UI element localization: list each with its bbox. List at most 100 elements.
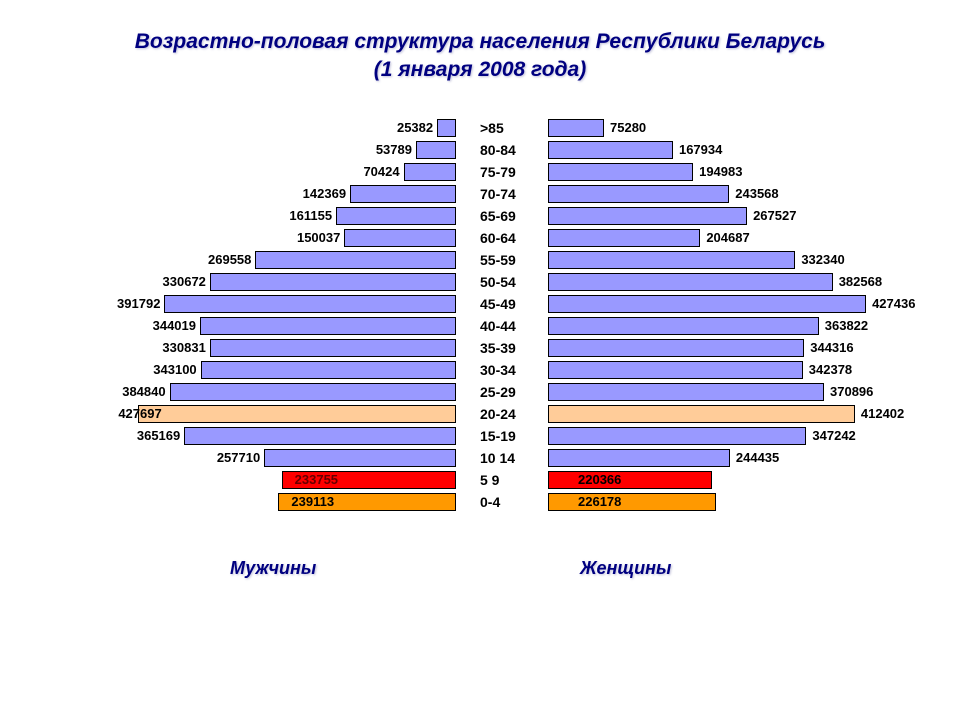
age-label: 40-44 xyxy=(480,318,544,334)
female-bar xyxy=(548,427,806,445)
pyramid-row: 0-4239113226178 xyxy=(0,492,960,514)
title-line-2: (1 января 2008 года) xyxy=(374,58,586,81)
female-value: 412402 xyxy=(861,406,904,421)
male-value: 330831 xyxy=(162,340,205,355)
pyramid-row: 80-84 53789 167934 xyxy=(0,140,960,162)
female-value: 220366 xyxy=(578,472,621,487)
male-bar xyxy=(210,273,456,291)
female-bar xyxy=(548,361,803,379)
pyramid-row: 30-34343100342378 xyxy=(0,360,960,382)
female-bar xyxy=(548,251,795,269)
female-bar xyxy=(548,141,673,159)
age-label: 0-4 xyxy=(480,494,544,510)
male-value: 161155 xyxy=(289,208,332,223)
male-value: 150037 xyxy=(297,230,340,245)
age-label: 50-54 xyxy=(480,274,544,290)
female-bar xyxy=(548,339,804,357)
female-value: 194983 xyxy=(699,164,742,179)
legend-male: Мужчины xyxy=(230,558,316,579)
male-value: 70424 xyxy=(363,164,399,179)
age-label: 5 9 xyxy=(480,472,544,488)
male-bar xyxy=(184,427,456,445)
male-value: 142369 xyxy=(303,186,346,201)
male-bar xyxy=(255,251,456,269)
age-label: 35-39 xyxy=(480,340,544,356)
age-label: 10 14 xyxy=(480,450,544,466)
male-value: 257710 xyxy=(217,450,260,465)
female-value: 332340 xyxy=(801,252,844,267)
pyramid-row: 40-44 344019 363822 xyxy=(0,316,960,338)
male-value: 25382 xyxy=(397,120,433,135)
male-bar xyxy=(437,119,456,137)
female-bar xyxy=(548,493,716,511)
female-value: 382568 xyxy=(839,274,882,289)
female-value: 427436 xyxy=(872,296,915,311)
female-value: 243568 xyxy=(735,186,778,201)
female-bar xyxy=(548,119,604,137)
male-bar xyxy=(344,229,456,247)
pyramid-row: 70-74 142369 243568 xyxy=(0,184,960,206)
female-value: 267527 xyxy=(753,208,796,223)
female-bar xyxy=(548,383,824,401)
pyramid-row: 25-29 384840 370896 xyxy=(0,382,960,404)
female-bar xyxy=(548,405,855,423)
age-label: 65-69 xyxy=(480,208,544,224)
pyramid-row: 75-79 70424 194983 xyxy=(0,162,960,184)
age-label: 15-19 xyxy=(480,428,544,444)
female-bar xyxy=(548,163,693,181)
male-bar xyxy=(201,361,456,379)
population-pyramid: >85 25382 75280 80-84 53789 167934 75-79 70424 1… xyxy=(0,118,960,514)
male-bar xyxy=(264,449,456,467)
female-bar xyxy=(548,295,866,313)
male-value: 344019 xyxy=(153,318,196,333)
male-bar xyxy=(416,141,456,159)
pyramid-row: 35-39 330831 344316 xyxy=(0,338,960,360)
pyramid-row: >85 25382 75280 xyxy=(0,118,960,140)
age-label: 30-34 xyxy=(480,362,544,378)
legend-female: Женщины xyxy=(580,558,671,579)
female-bar xyxy=(548,471,712,489)
age-label: 80-84 xyxy=(480,142,544,158)
female-bar xyxy=(548,207,747,225)
female-value: 344316 xyxy=(810,340,853,355)
male-value: 53789 xyxy=(376,142,412,157)
female-bar xyxy=(548,449,730,467)
female-bar xyxy=(548,229,700,247)
male-bar xyxy=(164,295,456,313)
age-label: 25-29 xyxy=(480,384,544,400)
pyramid-row: 20-24427697412402 xyxy=(0,404,960,426)
pyramid-row: 15-19 365169 347242 xyxy=(0,426,960,448)
male-bar xyxy=(404,163,456,181)
male-value: 330672 xyxy=(163,274,206,289)
male-bar xyxy=(138,405,456,423)
female-value: 370896 xyxy=(830,384,873,399)
male-bar xyxy=(350,185,456,203)
pyramid-row: 60-64 150037 204687 xyxy=(0,228,960,250)
pyramid-row: 5 9 233755 220366 xyxy=(0,470,960,492)
female-value: 347242 xyxy=(812,428,855,443)
female-value: 244435 xyxy=(736,450,779,465)
female-value: 363822 xyxy=(825,318,868,333)
age-label: 60-64 xyxy=(480,230,544,246)
age-label: >85 xyxy=(480,120,544,136)
male-bar xyxy=(336,207,456,225)
male-value: 427697 xyxy=(118,406,161,421)
chart-title: Возрастно-половая структура населения Ре… xyxy=(0,0,960,85)
male-value: 391792 xyxy=(117,296,160,311)
age-label: 70-74 xyxy=(480,186,544,202)
female-value: 75280 xyxy=(610,120,646,135)
female-bar xyxy=(548,273,833,291)
age-label: 75-79 xyxy=(480,164,544,180)
female-bar xyxy=(548,317,819,335)
age-label: 55-59 xyxy=(480,252,544,268)
female-value: 342378 xyxy=(809,362,852,377)
male-bar xyxy=(210,339,456,357)
male-value: 365169 xyxy=(137,428,180,443)
female-value: 204687 xyxy=(706,230,749,245)
male-value: 239113 xyxy=(291,494,334,509)
female-value: 167934 xyxy=(679,142,722,157)
male-value: 233755 xyxy=(295,472,338,487)
male-bar xyxy=(170,383,456,401)
title-line-1: Возрастно-половая структура населения Ре… xyxy=(135,30,826,53)
male-value: 384840 xyxy=(122,384,165,399)
